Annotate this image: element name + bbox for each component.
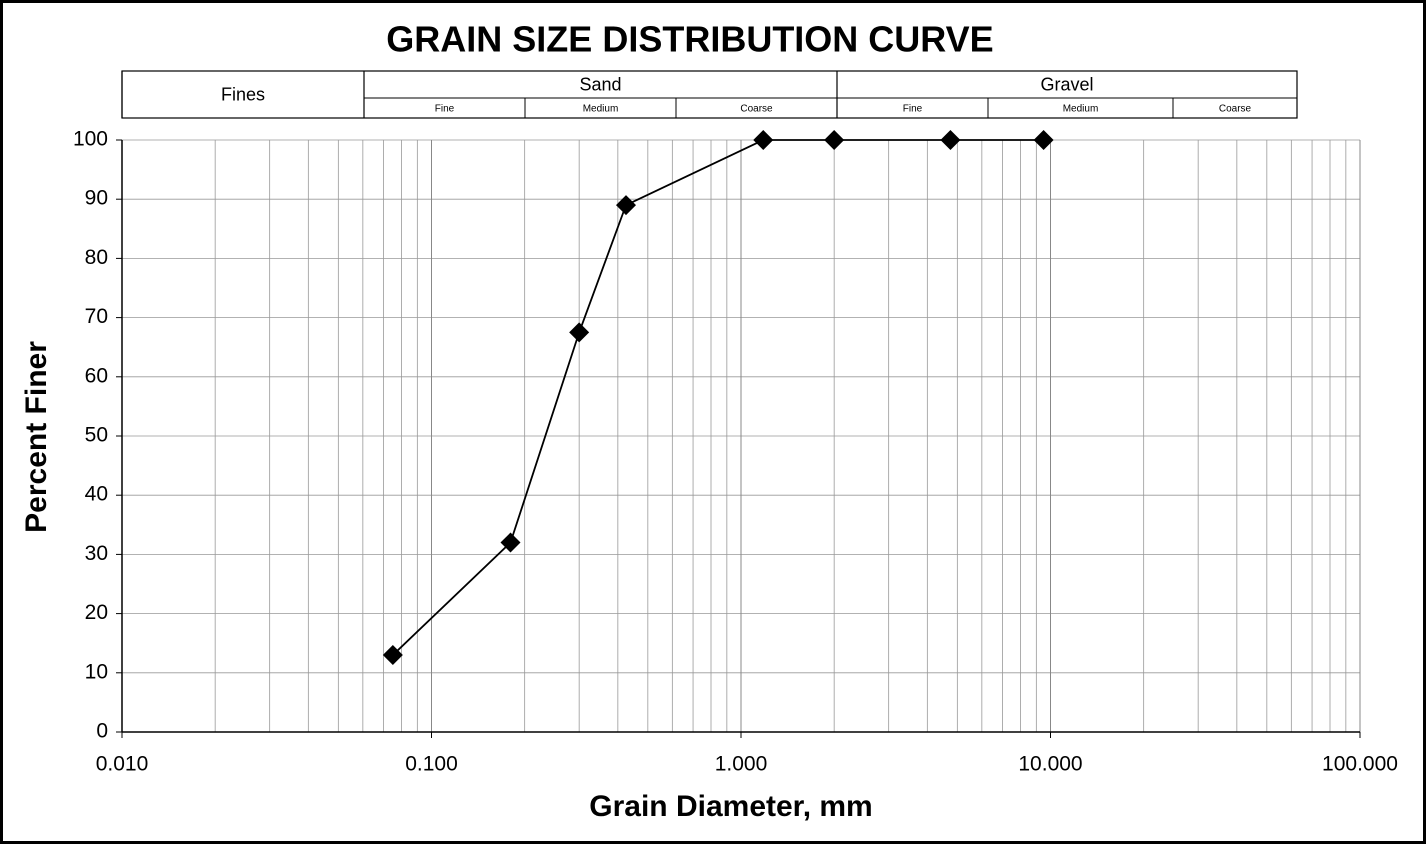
y-tick-label: 10 <box>85 660 108 683</box>
class-subname: Fine <box>903 104 923 115</box>
series-line <box>392 139 1044 656</box>
x-tick-label: 0.010 <box>96 753 149 776</box>
y-tick-label: 100 <box>73 128 108 151</box>
y-tick-label: 20 <box>85 601 108 624</box>
chart-title: GRAIN SIZE DISTRIBUTION CURVE <box>386 19 993 60</box>
y-tick-label: 70 <box>85 305 108 328</box>
data-point <box>824 130 845 150</box>
data-point <box>569 322 590 343</box>
x-tick-label: 10.000 <box>1018 753 1082 776</box>
x-tick-label: 0.100 <box>405 753 458 776</box>
class-subname: Medium <box>1063 104 1099 115</box>
data-point <box>1033 130 1054 150</box>
y-tick-label: 90 <box>85 187 108 210</box>
x-tick-label: 100.000 <box>1322 753 1398 776</box>
y-tick-label: 0 <box>96 720 108 743</box>
class-subname: Fine <box>435 104 455 115</box>
data-point <box>615 195 636 216</box>
class-name: Sand <box>579 74 621 94</box>
y-tick-label: 40 <box>85 483 108 506</box>
y-tick-label: 30 <box>85 542 108 565</box>
class-name: Fines <box>221 84 265 104</box>
data-point <box>500 532 521 553</box>
x-tick-label: 1.000 <box>715 753 768 776</box>
class-name: Gravel <box>1040 74 1093 94</box>
data-point <box>753 130 774 150</box>
data-point <box>382 645 403 666</box>
class-subname: Medium <box>583 104 619 115</box>
class-subname: Coarse <box>1219 104 1252 115</box>
x-axis-label: Grain Diameter, mm <box>589 790 872 823</box>
data-point <box>940 130 961 150</box>
class-subname: Coarse <box>740 104 773 115</box>
y-tick-label: 50 <box>85 424 108 447</box>
y-axis-label: Percent Finer <box>20 341 53 533</box>
y-tick-label: 80 <box>85 246 108 269</box>
y-tick-label: 60 <box>85 364 108 387</box>
